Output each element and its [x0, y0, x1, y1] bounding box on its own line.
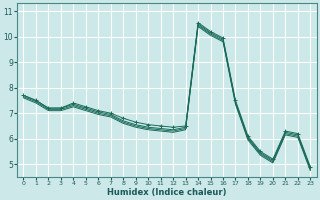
X-axis label: Humidex (Indice chaleur): Humidex (Indice chaleur) [107, 188, 227, 197]
